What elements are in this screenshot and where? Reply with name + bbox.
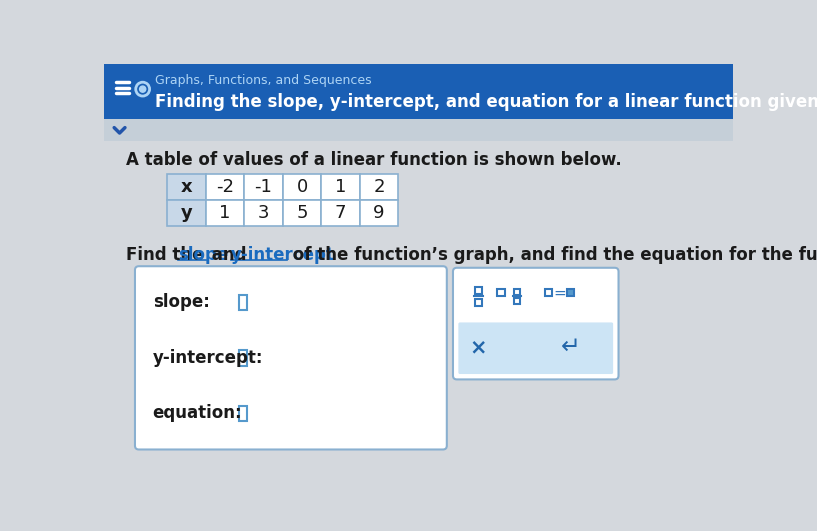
Bar xyxy=(475,298,482,305)
Text: -2: -2 xyxy=(216,178,234,196)
Text: Graphs, Functions, and Sequences: Graphs, Functions, and Sequences xyxy=(155,74,372,87)
Text: 9: 9 xyxy=(373,204,385,222)
Bar xyxy=(167,174,206,200)
Text: x: x xyxy=(181,178,192,196)
Text: of the function’s graph, and find the equation for the function.: of the function’s graph, and find the eq… xyxy=(288,246,817,264)
Text: y: y xyxy=(181,204,193,222)
Bar xyxy=(239,295,248,310)
Bar xyxy=(244,174,283,200)
Bar xyxy=(546,289,552,296)
Text: ↵: ↵ xyxy=(561,335,581,359)
FancyBboxPatch shape xyxy=(105,64,733,119)
Text: A table of values of a linear function is shown below.: A table of values of a linear function i… xyxy=(126,151,622,169)
Bar xyxy=(206,174,244,200)
Text: 1: 1 xyxy=(220,204,230,222)
Bar xyxy=(567,289,574,296)
Bar xyxy=(239,350,248,365)
Text: 7: 7 xyxy=(335,204,346,222)
Text: Find the: Find the xyxy=(126,246,209,264)
FancyBboxPatch shape xyxy=(135,266,447,449)
Bar xyxy=(359,174,399,200)
Bar xyxy=(244,200,283,226)
FancyBboxPatch shape xyxy=(458,322,613,374)
Bar xyxy=(497,288,505,296)
Bar xyxy=(514,288,520,295)
FancyBboxPatch shape xyxy=(453,268,618,380)
Text: slope: slope xyxy=(178,246,228,264)
Text: 5: 5 xyxy=(297,204,308,222)
Bar xyxy=(206,200,244,226)
Text: y-intercept: y-intercept xyxy=(231,246,335,264)
Bar xyxy=(321,174,359,200)
Text: 0: 0 xyxy=(297,178,308,196)
Text: y-intercept:: y-intercept: xyxy=(153,349,263,367)
Bar xyxy=(239,406,248,421)
Bar xyxy=(283,200,321,226)
Circle shape xyxy=(140,86,145,92)
FancyBboxPatch shape xyxy=(105,119,733,141)
Text: 3: 3 xyxy=(258,204,270,222)
Text: 1: 1 xyxy=(335,178,346,196)
Bar xyxy=(283,174,321,200)
Text: 2: 2 xyxy=(373,178,385,196)
Bar xyxy=(475,287,482,294)
Text: slope:: slope: xyxy=(153,294,209,311)
Text: -1: -1 xyxy=(255,178,273,196)
Text: ×: × xyxy=(470,337,487,357)
Bar xyxy=(167,200,206,226)
Bar xyxy=(359,200,399,226)
Text: =: = xyxy=(554,286,566,301)
Text: equation:: equation: xyxy=(153,404,243,422)
Text: Finding the slope, y-intercept, and equation for a linear function given a...: Finding the slope, y-intercept, and equa… xyxy=(155,93,817,111)
Bar xyxy=(321,200,359,226)
Text: and: and xyxy=(206,246,252,264)
Bar xyxy=(514,298,520,304)
